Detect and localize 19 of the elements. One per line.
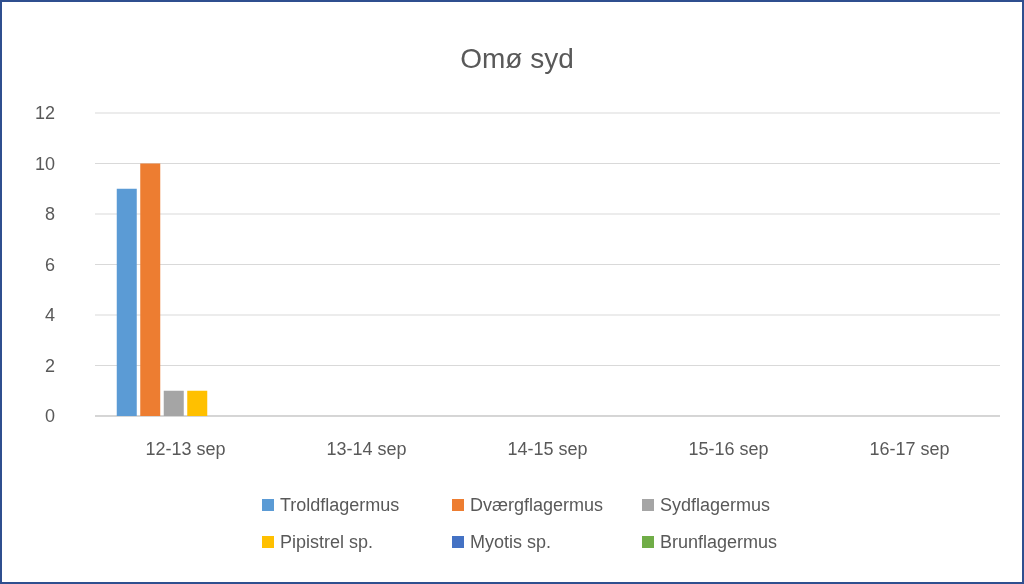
legend-label: Brunflagermus bbox=[660, 532, 778, 553]
y-tick-label: 10 bbox=[34, 153, 55, 174]
y-tick-label: 8 bbox=[44, 204, 55, 225]
legend-label: Sydflagermus bbox=[660, 495, 771, 516]
y-tick-label: 12 bbox=[34, 103, 55, 124]
legend-label: Troldflagermus bbox=[280, 495, 400, 516]
x-tick-label: 16-17 sep bbox=[869, 439, 950, 459]
legend-label: Dværgflagermus bbox=[470, 495, 604, 516]
x-tick-label: 14-15 sep bbox=[507, 439, 588, 459]
y-tick-label: 4 bbox=[44, 305, 55, 326]
x-tick-label: 15-16 sep bbox=[688, 439, 769, 459]
legend-label: Pipistrel sp. bbox=[280, 532, 374, 553]
x-tick-label: 12-13 sep bbox=[145, 439, 226, 459]
y-tick-label: 0 bbox=[44, 406, 55, 427]
legend-label: Myotis sp. bbox=[470, 532, 552, 553]
y-tick-label: 2 bbox=[44, 355, 55, 376]
chart-title: Omø syd bbox=[460, 43, 574, 74]
y-tick-label: 6 bbox=[44, 254, 55, 275]
x-tick-label: 13-14 sep bbox=[326, 439, 407, 459]
